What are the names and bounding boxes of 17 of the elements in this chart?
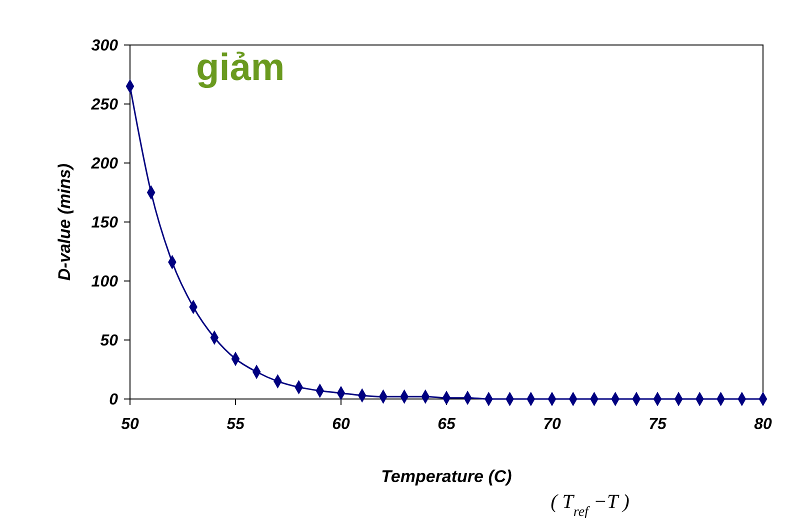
x-tick-label: 60 <box>332 416 350 433</box>
x-tick-label: 70 <box>543 416 561 433</box>
x-tick-label: 80 <box>754 416 772 433</box>
y-tick-label: 250 <box>90 96 118 114</box>
x-tick-label: 50 <box>121 416 139 433</box>
y-tick-label: 300 <box>91 38 118 55</box>
y-tick-label: 0 <box>109 392 118 409</box>
x-tick-label: 75 <box>648 416 668 433</box>
y-axis-title: D-value (mins) <box>55 163 74 281</box>
x-tick-label: 65 <box>438 416 456 433</box>
chart-title: giảm <box>196 47 285 89</box>
x-axis-title: Temperature (C) <box>381 467 512 486</box>
y-tick-label: 150 <box>91 214 118 232</box>
y-tick-label: 50 <box>100 332 118 350</box>
x-tick-label: 55 <box>226 416 246 433</box>
y-tick-label: 200 <box>90 156 118 173</box>
y-tick-label: 100 <box>91 274 118 291</box>
